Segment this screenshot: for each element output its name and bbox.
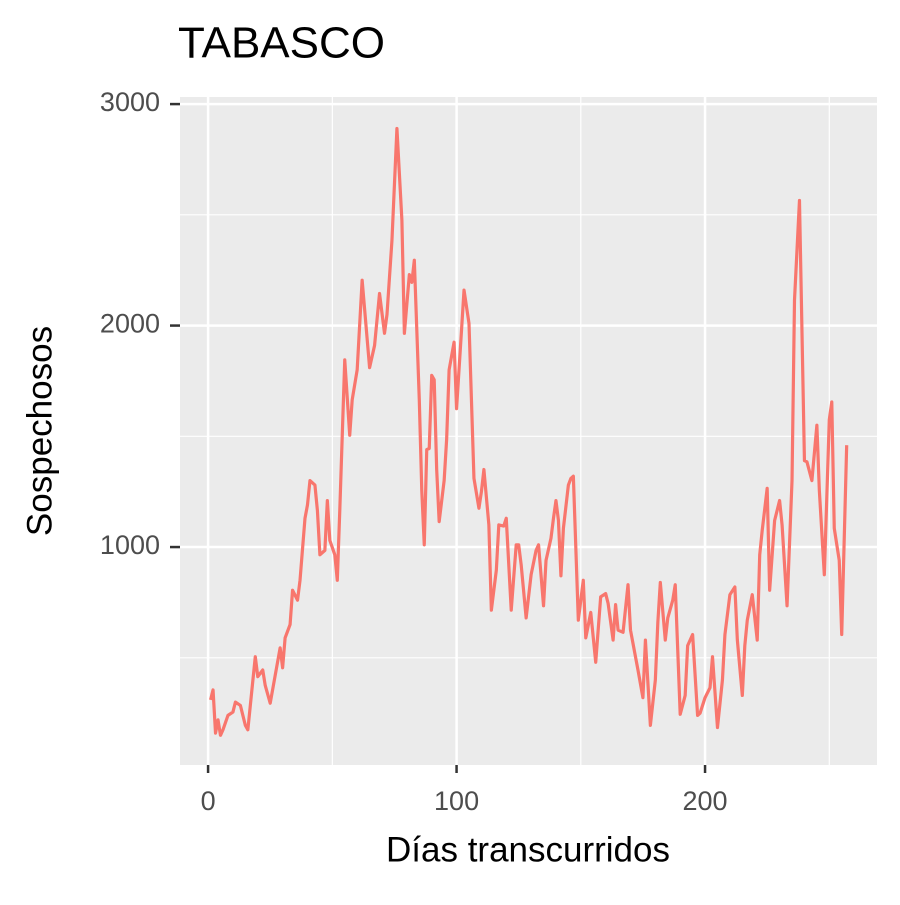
y-tick-label: 1000 (100, 530, 160, 560)
panel (180, 97, 877, 765)
x-tick-label: 200 (683, 786, 728, 816)
data-line (209, 126, 849, 737)
x-tick-label: 100 (434, 786, 479, 816)
y-tick-label: 3000 (100, 87, 160, 117)
x-tick-label: 0 (201, 786, 216, 816)
y-axis-title: Sospechosos (20, 326, 59, 536)
y-tick-label: 2000 (100, 309, 160, 339)
chart-title: TABASCO (178, 19, 385, 68)
x-axis-title: Días transcurridos (386, 830, 670, 869)
